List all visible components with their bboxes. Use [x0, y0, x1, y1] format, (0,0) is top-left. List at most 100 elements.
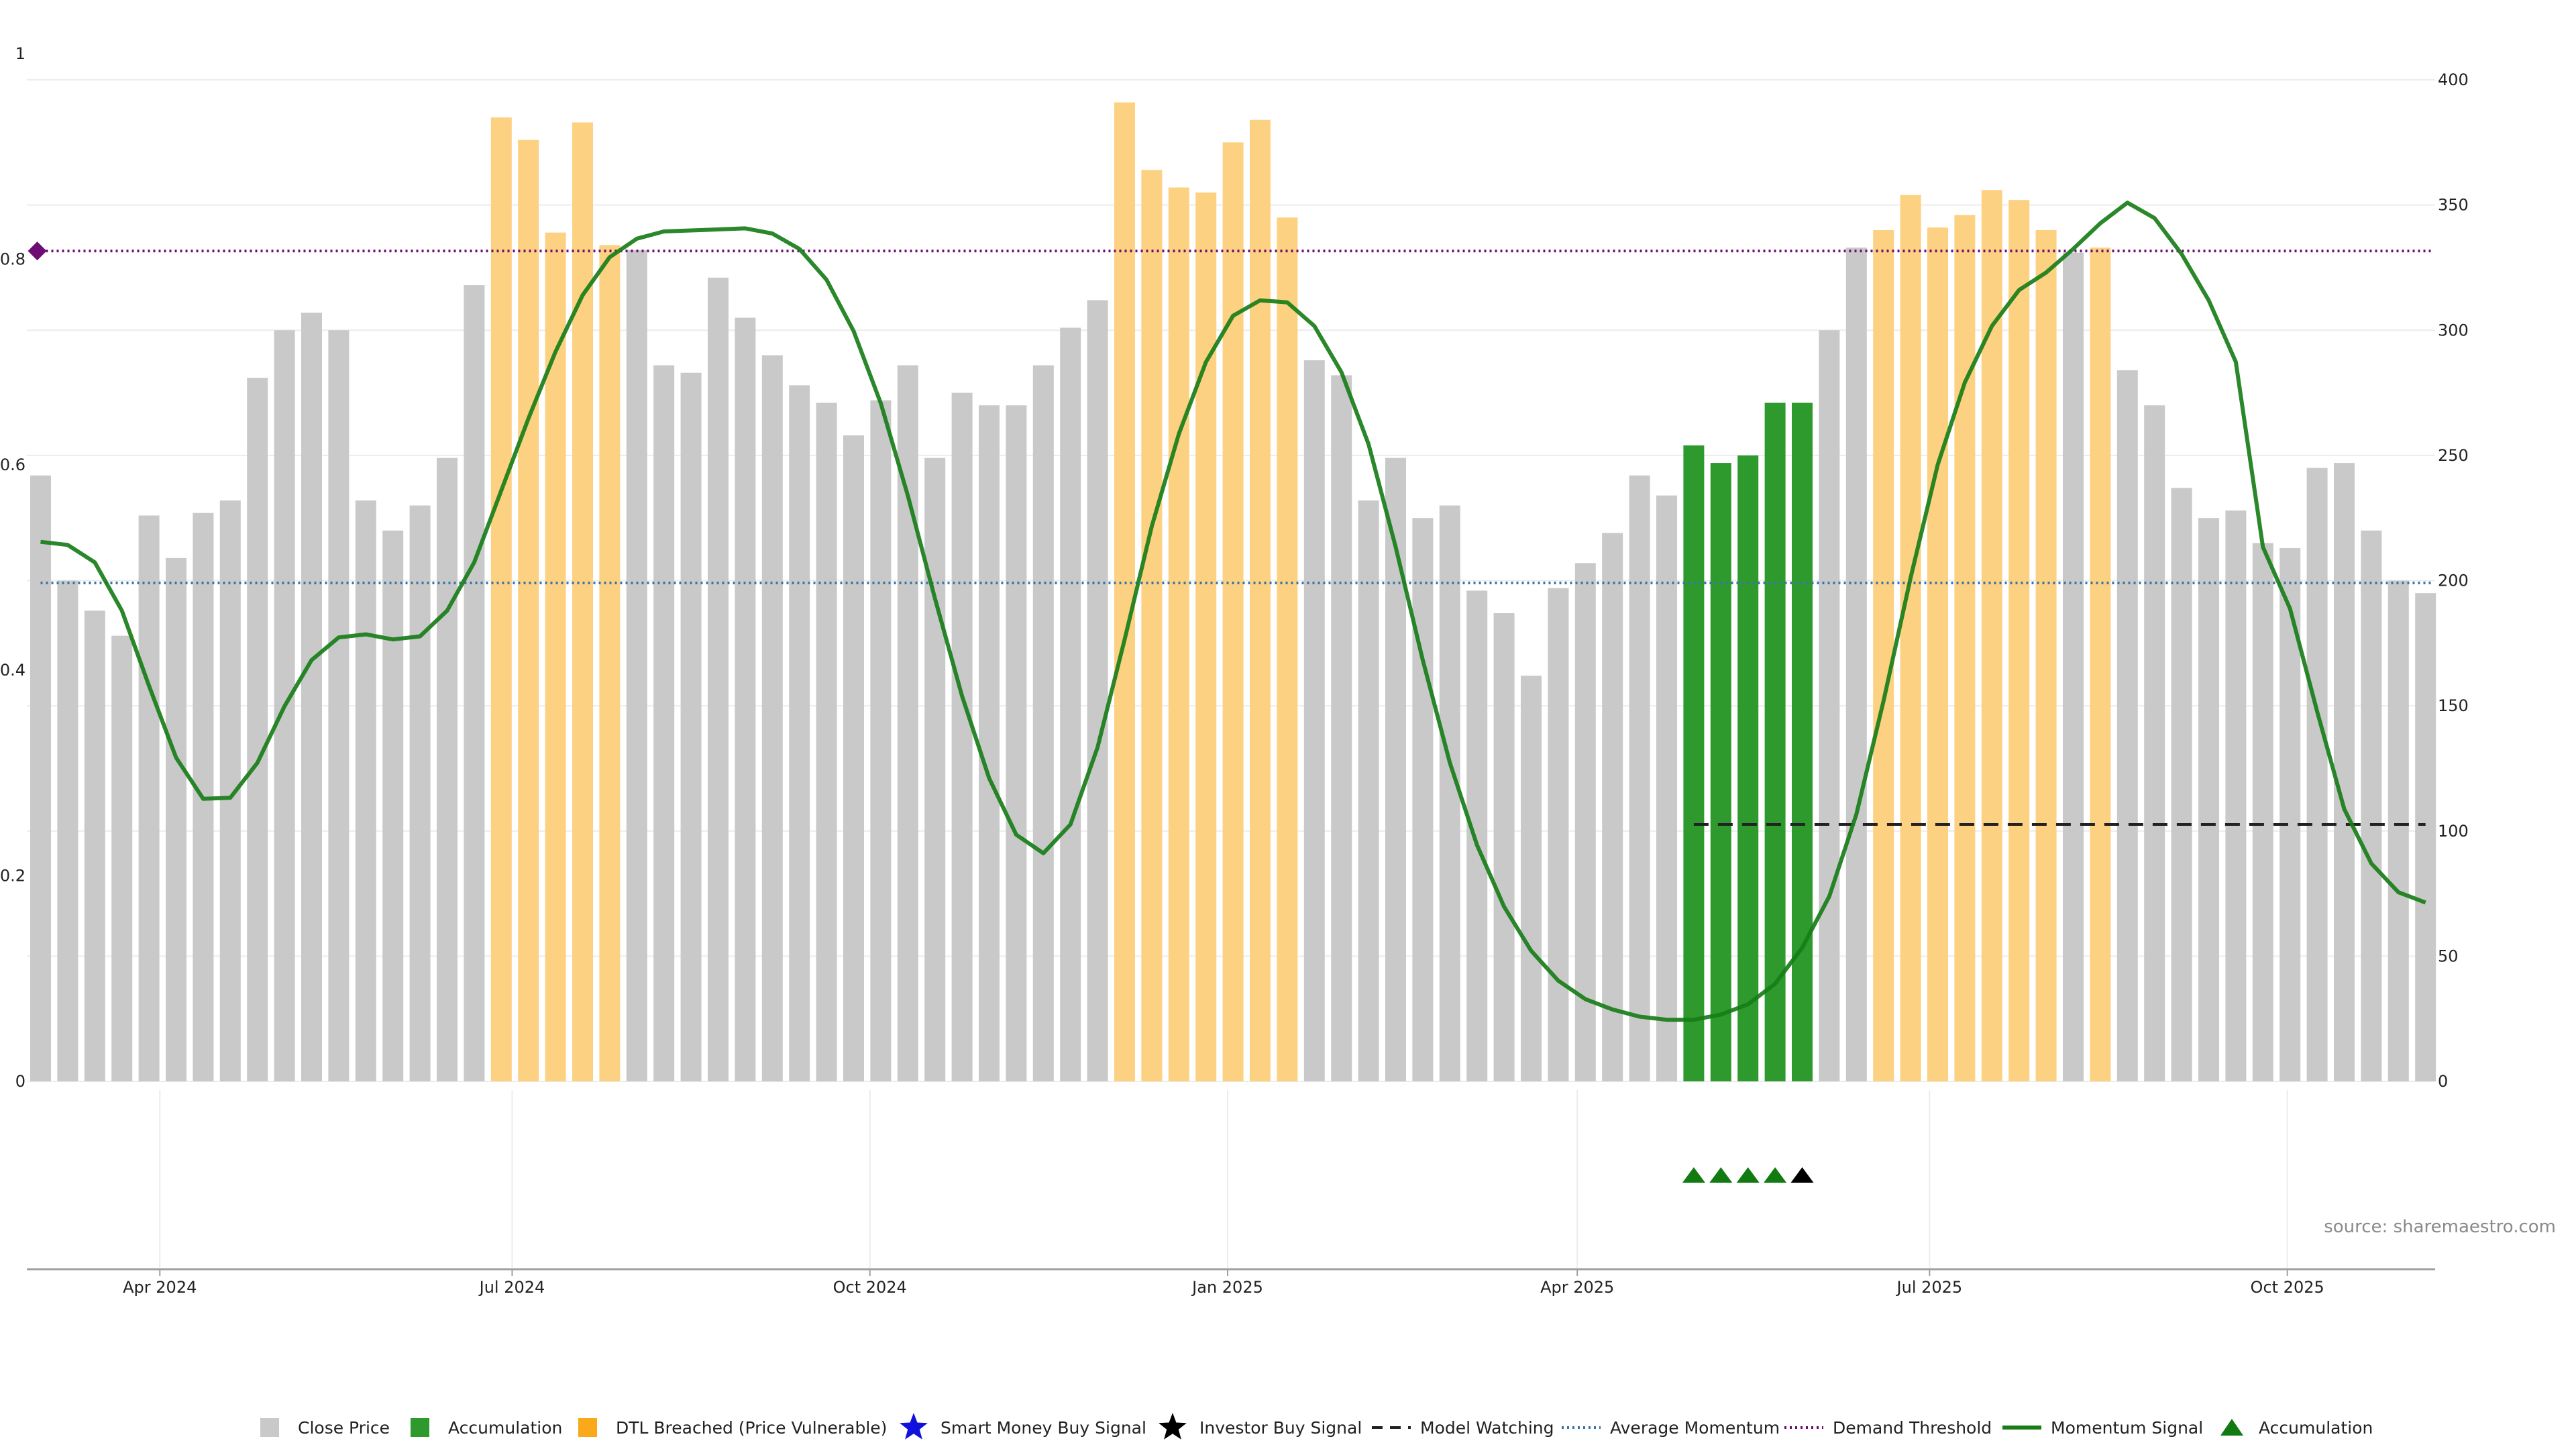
bar-close [166, 557, 186, 1081]
bar-close [2225, 510, 2247, 1081]
bar-close [1060, 327, 1081, 1082]
bar-close [2198, 518, 2219, 1081]
right-tick-label: 0 [2438, 1072, 2448, 1091]
bar-close [138, 515, 160, 1081]
legend-label: Smart Money Buy Signal [941, 1418, 1146, 1438]
reference-lines [28, 241, 2432, 826]
bar-close [1412, 518, 1434, 1081]
bar-dtl [1250, 119, 1271, 1082]
left-tick-label: 0 [15, 1072, 25, 1091]
bar-close [1602, 533, 1623, 1081]
legend-label: Investor Buy Signal [1199, 1418, 1362, 1438]
accumulation-marker-icon [1736, 1167, 1760, 1183]
bar-close [2252, 543, 2273, 1081]
bar-close [897, 365, 918, 1081]
bar-accumulation [1737, 455, 1759, 1081]
bar-close [2306, 468, 2328, 1081]
left-tick-label: 0.6 [0, 455, 25, 474]
left-tick-label: 0.4 [0, 661, 25, 680]
bar-dtl [1873, 229, 1894, 1082]
bar-close [1087, 300, 1108, 1082]
left-tick-label: 0.8 [0, 250, 25, 268]
bar-dtl [1168, 187, 1189, 1081]
bar-close [1006, 405, 1027, 1081]
bar-close [1548, 588, 1569, 1081]
price-bars [30, 102, 2436, 1082]
bar-close [84, 610, 105, 1081]
bar-accumulation [1764, 402, 1786, 1081]
bar-dtl [599, 245, 621, 1082]
right-tick-label: 200 [2438, 572, 2469, 590]
bar-accumulation [1710, 463, 1731, 1081]
legend-star-blue-icon [900, 1413, 928, 1440]
legend-swatch-dtl [578, 1418, 597, 1437]
bar-close [111, 635, 133, 1081]
right-axis: 0 50 100 150 200 250 300 350 400 [2438, 70, 2469, 1091]
bar-close [2279, 547, 2301, 1081]
bar-close [30, 475, 51, 1081]
legend-label: Model Watching [1420, 1418, 1554, 1438]
bar-close [789, 385, 810, 1081]
x-tick-label: Oct 2024 [833, 1278, 907, 1297]
x-tick-label: Jul 2025 [1896, 1278, 1963, 1297]
bar-close [843, 435, 864, 1081]
bar-close [1466, 590, 1488, 1081]
bar-close [1819, 330, 1840, 1081]
bar-dtl [1195, 192, 1217, 1081]
demand-threshold-marker [28, 241, 47, 261]
left-tick-label: 0.2 [0, 867, 25, 885]
bar-dtl [1141, 170, 1163, 1081]
right-tick-label: 100 [2438, 822, 2469, 841]
x-tick-label: Jan 2025 [1191, 1278, 1263, 1297]
legend-label: Accumulation [2259, 1418, 2373, 1438]
bar-dtl [545, 232, 566, 1081]
bar-close [2171, 488, 2192, 1081]
legend-label: Average Momentum [1610, 1418, 1780, 1438]
right-tick-label: 150 [2438, 696, 2469, 715]
bar-dtl [1222, 142, 1244, 1081]
left-axis: 0 0.2 0.4 0.6 0.8 1 [0, 44, 25, 1091]
bar-close [924, 458, 946, 1081]
bar-dtl [1900, 195, 1921, 1081]
bar-close [382, 530, 404, 1081]
right-tick-label: 300 [2438, 321, 2469, 339]
signal-markers [1682, 1167, 1814, 1183]
bar-close [2116, 370, 2138, 1081]
bar-close [816, 402, 837, 1081]
legend-swatch-close [260, 1418, 279, 1437]
bar-close [2334, 463, 2355, 1081]
bar-close [653, 365, 675, 1081]
bar-accumulation [1792, 402, 1813, 1081]
bar-close [1303, 360, 1325, 1081]
bar-accumulation [1683, 445, 1705, 1081]
legend-label: Close Price [298, 1418, 390, 1438]
bar-close [979, 405, 1000, 1081]
bar-close [355, 500, 376, 1081]
momentum-line [40, 201, 2426, 1022]
legend-swatch-accumulation [411, 1418, 429, 1437]
accumulation-marker-icon [1682, 1167, 1705, 1183]
bar-dtl [2090, 248, 2111, 1081]
bar-close [951, 392, 973, 1081]
bar-close [57, 580, 78, 1081]
accumulation-marker-icon [1764, 1167, 1787, 1183]
bar-close [1385, 458, 1406, 1081]
legend-label: Momentum Signal [2051, 1418, 2203, 1438]
bar-close [680, 372, 702, 1081]
bar-dtl [1927, 227, 1948, 1081]
bar-close [2063, 252, 2084, 1082]
bar-close [626, 250, 647, 1081]
bar-dtl [2035, 229, 2057, 1082]
bar-close [2415, 593, 2436, 1081]
right-tick-label: 50 [2438, 947, 2459, 965]
bar-close [1358, 500, 1379, 1081]
right-tick-label: 400 [2438, 70, 2469, 89]
bar-close [761, 355, 783, 1082]
bar-dtl [1277, 217, 1298, 1082]
bar-close [1493, 613, 1515, 1081]
right-tick-label: 350 [2438, 196, 2469, 215]
bar-close [2144, 405, 2165, 1081]
legend-label: Demand Threshold [1833, 1418, 1992, 1438]
legend: Close Price Accumulation DTL Breached (Pri… [260, 1413, 2373, 1440]
bar-close [328, 330, 350, 1081]
